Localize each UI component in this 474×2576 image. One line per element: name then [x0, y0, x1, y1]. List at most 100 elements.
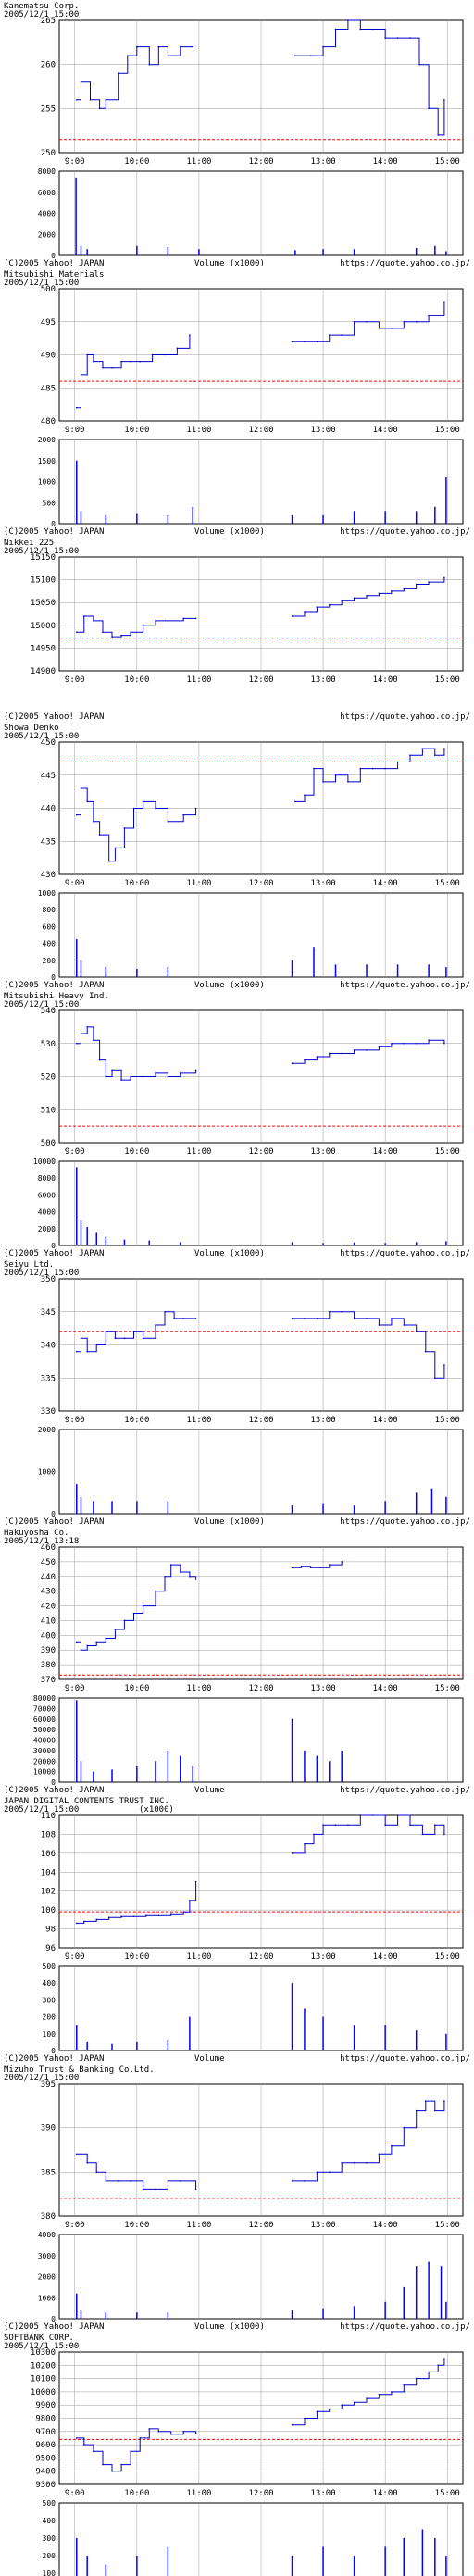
price-point [403, 2126, 405, 2129]
price-point [409, 754, 411, 757]
volume-tick-label: 0 [51, 1778, 56, 1787]
price-point [105, 1331, 107, 1332]
price-point [334, 774, 337, 776]
price-point [167, 1075, 169, 1078]
price-point [403, 1042, 405, 1045]
time-tick-label: 11:00 [186, 1147, 211, 1157]
stock-title: Hakuyosha Co. [4, 1529, 69, 1538]
price-point [180, 45, 181, 48]
price-point [194, 1069, 197, 1071]
price-point [157, 1914, 160, 1917]
price-tick-label: 445 [41, 772, 56, 781]
price-point [359, 28, 362, 31]
price-point [189, 334, 191, 336]
price-point [182, 813, 184, 816]
price-point [80, 1337, 82, 1340]
price-tick-label: 9500 [35, 2454, 56, 2463]
price-point [334, 28, 337, 31]
time-tick-label: 11:00 [186, 1684, 211, 1693]
price-tick-label: 9900 [35, 2401, 56, 2410]
time-tick-label: 14:00 [373, 879, 398, 888]
price-point [341, 599, 343, 601]
price-point [155, 1324, 156, 1326]
volume-tick-label: 6000 [38, 1191, 56, 1199]
price-point [75, 1042, 78, 1045]
price-point [347, 1824, 349, 1827]
time-tick-label: 12:00 [248, 2489, 273, 2498]
price-point [291, 341, 293, 343]
price-point [114, 1629, 117, 1630]
price-point [391, 590, 393, 592]
volume-tick-label: 2000 [38, 230, 56, 239]
price-point [328, 1052, 331, 1055]
time-tick-label: 14:00 [373, 1684, 398, 1693]
price-point [316, 606, 318, 608]
volume-tick-label: 300 [43, 2534, 56, 2543]
time-tick-label: 15:00 [435, 1416, 460, 1425]
timestamp-label: 2005/12/1 15:00 [4, 1269, 79, 1278]
price-point [353, 597, 356, 600]
price-point [304, 2417, 306, 2420]
price-point [93, 360, 94, 363]
time-tick-label: 12:00 [248, 879, 273, 888]
volume-tick-label: 100 [43, 2570, 56, 2576]
price-point [316, 1056, 318, 1058]
price-point [142, 1604, 144, 1607]
time-tick-label: 10:00 [124, 1416, 149, 1425]
price-point [75, 2437, 78, 2439]
time-tick-label: 13:00 [311, 1684, 336, 1693]
price-tick-label: 108 [41, 1830, 56, 1839]
source-url: https://quote.yahoo.co.jp/ [340, 1517, 470, 1527]
price-point [328, 2408, 331, 2410]
price-line-afternoon [292, 1311, 445, 1379]
time-tick-label: 11:00 [186, 426, 211, 435]
price-point [366, 595, 368, 597]
price-tick-label: 345 [41, 1308, 56, 1318]
price-point [316, 1318, 318, 1319]
volume-tick-label: 800 [43, 906, 56, 914]
price-point [136, 45, 138, 48]
price-point [341, 1561, 343, 1563]
price-point [396, 761, 399, 763]
price-point [182, 617, 184, 620]
price-tick-label: 380 [41, 2212, 56, 2222]
price-point [304, 1318, 306, 1319]
time-tick-label: 15:00 [435, 157, 460, 167]
price-point [437, 134, 439, 136]
price-point [334, 1824, 337, 1827]
price-point [428, 1039, 430, 1041]
price-point [130, 2450, 131, 2453]
price-point [93, 1039, 94, 1041]
price-point [347, 19, 349, 21]
price-point [114, 847, 117, 849]
time-tick-label: 9:00 [65, 157, 85, 167]
time-tick-label: 12:00 [248, 2221, 273, 2230]
price-point [443, 576, 445, 578]
price-point [80, 1649, 82, 1652]
price-tick-label: 110 [41, 1812, 56, 1821]
time-tick-label: 13:00 [311, 1952, 336, 1962]
price-point [434, 1377, 436, 1380]
price-point [403, 588, 405, 590]
price-line-morning [76, 46, 193, 109]
price-point [194, 617, 197, 620]
price-point [123, 1337, 126, 1340]
stock-title: Kanematsu Corp. [4, 2, 79, 11]
price-tick-label: 440 [41, 805, 56, 814]
price-point [182, 2431, 184, 2433]
timestamp-label: 2005/12/1 13:18 [4, 1537, 79, 1546]
price-point [378, 592, 380, 595]
price-point [304, 2180, 306, 2182]
stock-title: Mitsubishi Heavy Ind. [4, 992, 109, 1001]
volume-tick-label: 10000 [33, 1158, 56, 1166]
time-tick-label: 11:00 [186, 879, 211, 888]
price-tick-label: 350 [41, 1275, 56, 1284]
time-tick-label: 11:00 [186, 2489, 211, 2498]
price-line-afternoon [292, 2100, 445, 2182]
price-point [111, 1069, 113, 1071]
time-tick-label: 15:00 [435, 879, 460, 888]
price-point [86, 800, 88, 803]
price-point [132, 1331, 135, 1332]
price-point [194, 1880, 197, 1883]
